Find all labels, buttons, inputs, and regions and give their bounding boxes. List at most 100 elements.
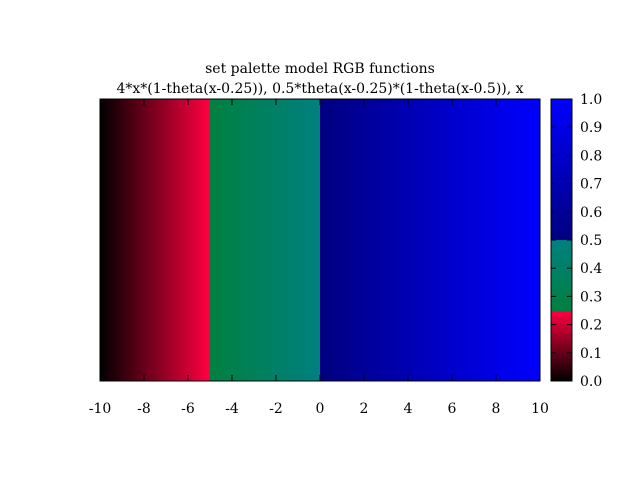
heatmap-cell <box>294 99 296 381</box>
colorbar-cell <box>551 206 572 208</box>
heatmap-cell <box>510 99 512 381</box>
colorbar-cell <box>551 378 572 380</box>
heatmap-cell <box>490 99 492 381</box>
colorbar-cell <box>551 124 572 126</box>
colorbar-cell <box>551 141 572 143</box>
heatmap-cell <box>351 99 353 381</box>
heatmap-cell <box>416 99 418 381</box>
colorbar-cell <box>551 305 572 307</box>
heatmap-cell <box>521 99 523 381</box>
heatmap-cell <box>458 99 460 381</box>
colorbar-cell <box>551 157 572 159</box>
heatmap-cell <box>455 99 457 381</box>
heatmap-cell <box>412 99 414 381</box>
colorbar-cell <box>551 156 572 158</box>
heatmap-cell <box>232 99 234 381</box>
heatmap-cell <box>405 99 407 381</box>
heatmap-cell <box>424 99 426 381</box>
heatmap-cell <box>385 99 387 381</box>
colorbar-cell <box>551 242 572 244</box>
colorbar-cell <box>551 276 572 278</box>
colorbar-cell <box>551 116 572 118</box>
colorbar-cell <box>551 300 572 302</box>
heatmap-cell <box>496 99 498 381</box>
heatmap-cell <box>390 99 392 381</box>
heatmap-cell <box>361 99 363 381</box>
heatmap-cell <box>228 99 230 381</box>
heatmap-cell <box>157 99 159 381</box>
heatmap-cell <box>255 99 257 381</box>
heatmap-cell <box>443 99 445 381</box>
colorbar-cell <box>551 351 572 353</box>
colorbar-cell <box>551 225 572 227</box>
heatmap-cell <box>253 99 255 381</box>
colorbar-cell <box>551 253 572 255</box>
heatmap-cell <box>522 99 524 381</box>
heatmap-cell <box>292 99 294 381</box>
heatmap-cell <box>235 99 237 381</box>
colorbar-cell <box>551 101 572 103</box>
colorbar-tick-label: 0.7 <box>580 177 602 193</box>
heatmap-cell <box>209 99 211 381</box>
heatmap-cell <box>138 99 140 381</box>
colorbar-cell <box>551 110 572 112</box>
heatmap-cell <box>111 99 113 381</box>
heatmap-cell <box>313 99 315 381</box>
x-tick-label: 6 <box>448 401 457 417</box>
colorbar-cell <box>551 319 572 321</box>
heatmap-cell <box>190 99 192 381</box>
heatmap-cell <box>169 99 171 381</box>
heatmap-cell <box>247 99 249 381</box>
colorbar-cell <box>551 271 572 273</box>
heatmap-cell <box>448 99 450 381</box>
colorbar-cell <box>551 109 572 111</box>
x-tick-label: -4 <box>225 401 239 417</box>
colorbar-cell <box>551 104 572 106</box>
heatmap-cell <box>244 99 246 381</box>
colorbar-cell <box>551 262 572 264</box>
colorbar-cell <box>551 289 572 291</box>
colorbar-cell <box>551 307 572 309</box>
heatmap-cell <box>234 99 236 381</box>
heatmap-cell <box>210 99 212 381</box>
colorbar-cell <box>551 130 572 132</box>
colorbar-cell <box>551 314 572 316</box>
heatmap-cell <box>515 99 517 381</box>
heatmap-cell <box>152 99 154 381</box>
heatmap-cell <box>184 99 186 381</box>
colorbar-cell <box>551 200 572 202</box>
colorbar-cell <box>551 198 572 200</box>
heatmap-cell <box>222 99 224 381</box>
colorbar <box>551 99 572 382</box>
heatmap-cell <box>182 99 184 381</box>
heatmap-cell <box>130 99 132 381</box>
heatmap-cell <box>480 99 482 381</box>
colorbar-cell <box>551 354 572 356</box>
x-tick-label: -10 <box>89 401 112 417</box>
colorbar-cell <box>551 191 572 193</box>
heatmap-cell <box>314 99 316 381</box>
heatmap-cell <box>376 99 378 381</box>
colorbar-cell <box>551 120 572 122</box>
colorbar-cell <box>551 280 572 282</box>
heatmap-cell <box>525 99 527 381</box>
heatmap-cell <box>512 99 514 381</box>
heatmap-cell <box>223 99 225 381</box>
heatmap-cell <box>141 99 143 381</box>
colorbar-cell <box>551 317 572 319</box>
colorbar-cell <box>551 358 572 360</box>
heatmap-cell <box>413 99 415 381</box>
heatmap-cell <box>488 99 490 381</box>
heatmap-cell <box>303 99 305 381</box>
heatmap-cell <box>474 99 476 381</box>
heatmap-cell <box>118 99 120 381</box>
colorbar-cell <box>551 220 572 222</box>
heatmap-cell <box>394 99 396 381</box>
colorbar-cell <box>551 299 572 301</box>
colorbar-cell <box>551 357 572 359</box>
heatmap-cell <box>137 99 139 381</box>
heatmap-cell <box>350 99 352 381</box>
colorbar-cell <box>551 365 572 367</box>
heatmap-cell <box>358 99 360 381</box>
colorbar-cell <box>551 102 572 104</box>
